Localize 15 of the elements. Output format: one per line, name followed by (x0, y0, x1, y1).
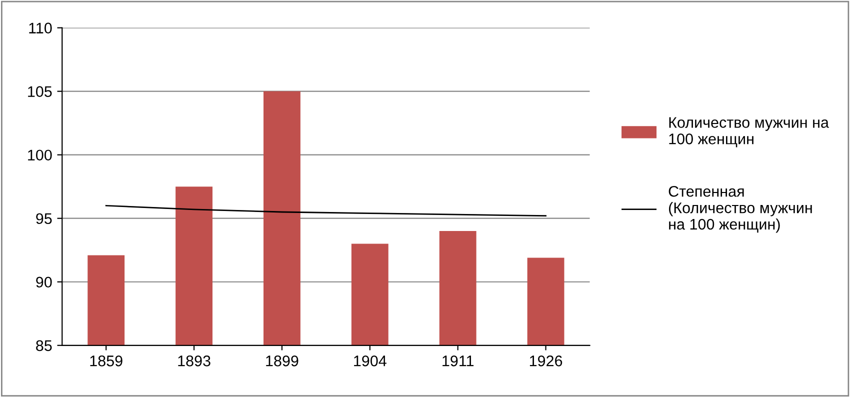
line-series (105, 204, 546, 217)
x-tick-label: 1859 (90, 356, 122, 366)
x-tick-label: 1926 (530, 356, 562, 366)
x-tick-label: 1911 (442, 356, 474, 366)
y-tick-label: 100 (28, 150, 52, 161)
y-tick-label: 95 (36, 213, 52, 224)
x-tick-label: 1899 (266, 356, 298, 366)
y-tick-label: 85 (36, 340, 52, 352)
y-tick-label: 90 (36, 276, 52, 288)
x-tick-label: 1893 (178, 356, 210, 366)
y-tick-label: 110 (29, 22, 52, 34)
legend-label: Количество мужчин на 100 женщин (669, 117, 829, 148)
x-tick-label: 1904 (354, 356, 386, 366)
y-tick-label: 105 (28, 86, 52, 97)
legend-label: Степенная (Количество мужчин на 100 женщин) (668, 186, 812, 233)
